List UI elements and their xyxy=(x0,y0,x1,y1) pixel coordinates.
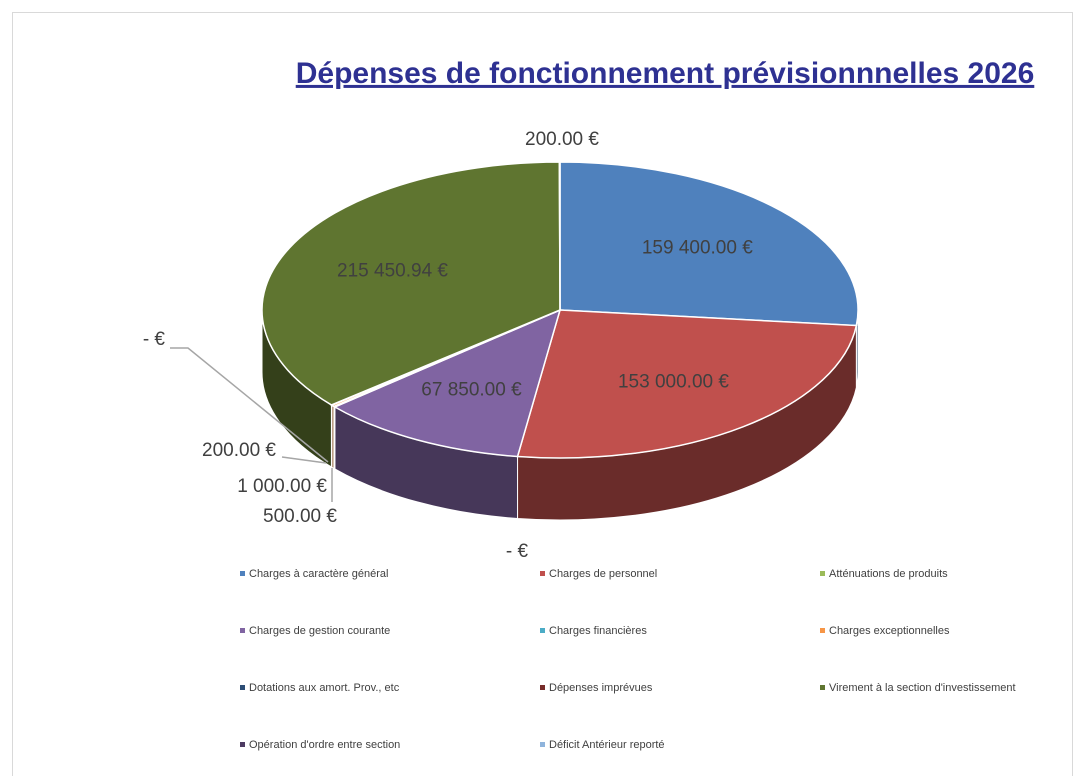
legend-label: Charges à caractère général xyxy=(249,568,388,580)
data-label: - € xyxy=(506,541,529,562)
legend-label: Charges exceptionnelles xyxy=(829,625,950,637)
legend-swatch xyxy=(240,628,245,633)
legend-label: Charges de personnel xyxy=(549,568,657,580)
legend-swatch xyxy=(540,742,545,747)
legend-swatch xyxy=(540,628,545,633)
legend-swatch xyxy=(820,628,825,633)
legend-swatch xyxy=(240,685,245,690)
data-label: 1 000.00 € xyxy=(237,476,327,497)
legend-label: Atténuations de produits xyxy=(829,568,948,580)
legend-swatch xyxy=(820,571,825,576)
data-label: 500.00 € xyxy=(263,506,337,527)
legend-swatch xyxy=(240,742,245,747)
legend-label: Opération d'ordre entre section xyxy=(249,739,400,751)
data-label: 67 850.00 € xyxy=(421,380,522,401)
legend-label: Charges de gestion courante xyxy=(249,625,390,637)
chart-title: Dépenses de fonctionnement prévisionnnel… xyxy=(296,57,1035,90)
legend-label: Charges financières xyxy=(549,625,647,637)
data-label: 200.00 € xyxy=(202,440,276,461)
legend-swatch xyxy=(240,571,245,576)
slice xyxy=(559,162,560,310)
legend-swatch xyxy=(540,571,545,576)
legend-swatch xyxy=(820,685,825,690)
legend-swatch xyxy=(540,685,545,690)
legend-label: Virement à la section d'investissement xyxy=(829,682,1016,694)
data-label: 159 400.00 € xyxy=(642,238,753,259)
legend-label: Dotations aux amort. Prov., etc xyxy=(249,682,400,694)
legend-label: Déficit Antérieur reporté xyxy=(549,739,665,751)
data-label: 215 450.94 € xyxy=(337,260,448,281)
data-label: 153 000.00 € xyxy=(618,371,729,392)
data-label: - € xyxy=(143,329,166,350)
legend-label: Dépenses imprévues xyxy=(549,682,653,694)
data-label: 200.00 € xyxy=(525,129,599,150)
